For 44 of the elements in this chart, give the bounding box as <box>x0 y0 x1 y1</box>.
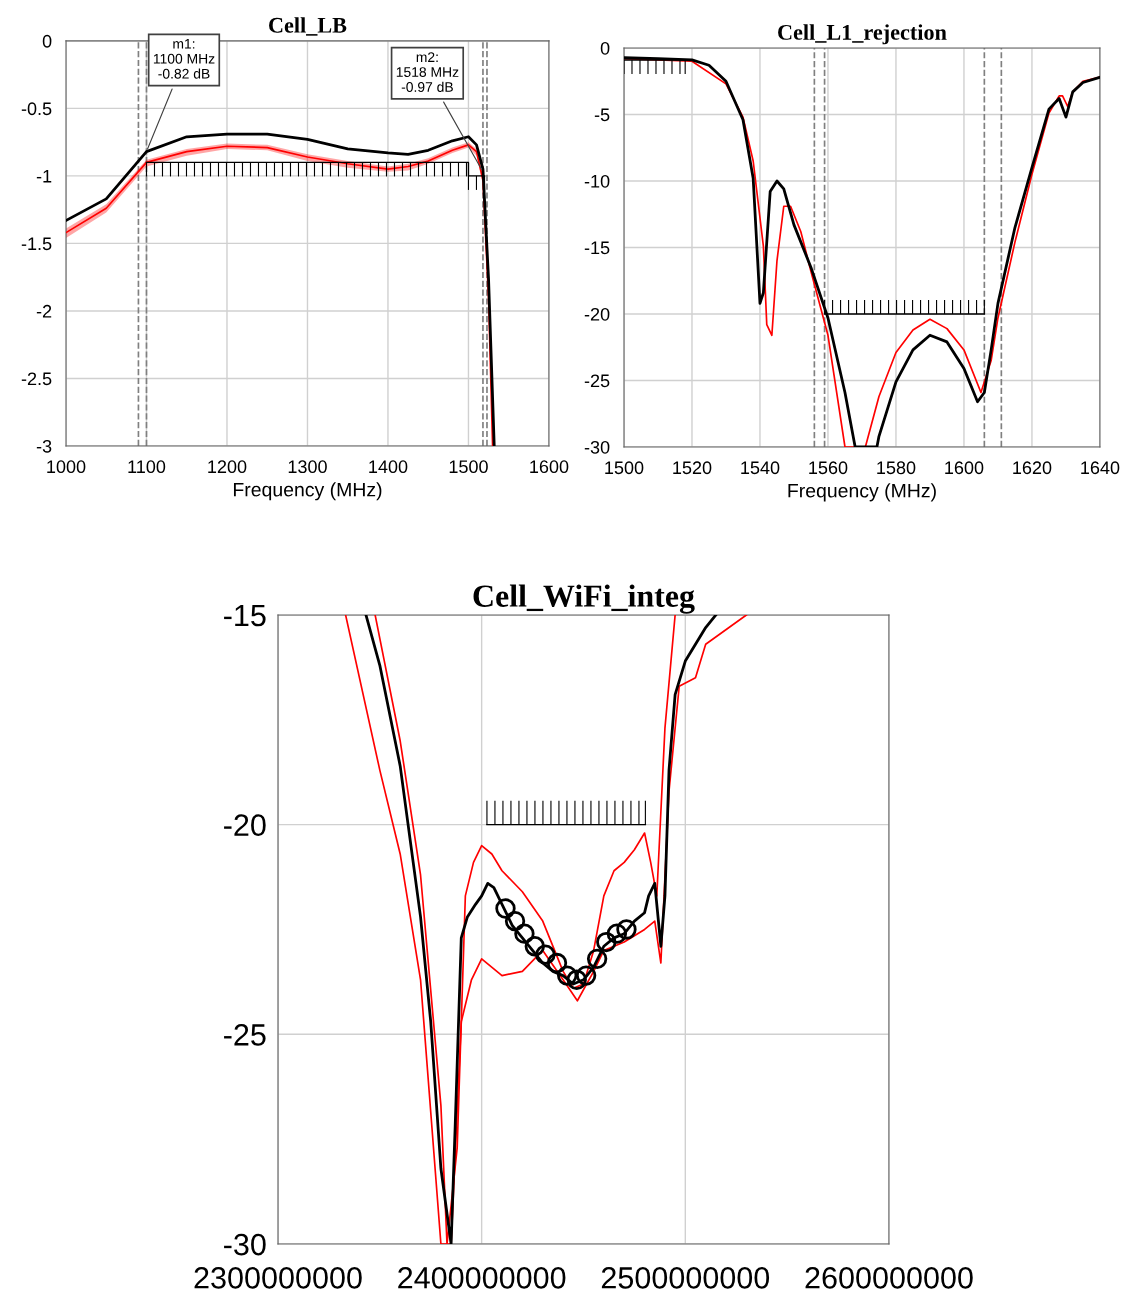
x-tick-label: 2300000000 <box>194 1267 362 1289</box>
y-tick-label: -2 <box>36 304 52 318</box>
y-tick-label: -30 <box>584 440 610 454</box>
chart-title: Cell_WiFi_integ <box>473 584 695 614</box>
y-tick-label: -15 <box>584 241 610 255</box>
x-tick-label: 1100 <box>128 460 166 474</box>
y-tick-label: -2.5 <box>21 372 52 386</box>
x-tick-label: 1500 <box>449 460 488 474</box>
y-tick-label: -3 <box>36 439 52 453</box>
x-tick-label: 2400000000 <box>398 1267 566 1289</box>
y-tick-label: 0 <box>600 41 610 55</box>
x-tick-label: 1400 <box>369 460 408 474</box>
y-tick-label: -15 <box>224 604 266 627</box>
y-tick-label: -30 <box>224 1233 266 1256</box>
x-tick-label: 1560 <box>809 461 848 475</box>
chart-title: Cell_L1_rejection <box>778 24 947 45</box>
x-tick-label: 1600 <box>530 460 569 474</box>
x-tick-label: 1520 <box>673 461 712 475</box>
y-tick-label: -1.5 <box>21 237 52 251</box>
x-tick-label: 2600000000 <box>805 1267 973 1289</box>
y-tick-label: -1 <box>36 170 52 183</box>
x-tick-label: 1540 <box>741 461 780 475</box>
chart-title: Cell_LB <box>269 17 347 36</box>
y-tick-label: -5 <box>594 108 610 122</box>
x-tick-label: 1600 <box>945 461 984 475</box>
x-tick-label: 1640 <box>1081 461 1120 475</box>
x-tick-label: 1500 <box>605 461 644 475</box>
x-tick-label: 2500000000 <box>601 1267 770 1289</box>
x-tick-label: 1200 <box>208 460 247 474</box>
annotation: m2: 1518 MHz -0.97 dB <box>396 52 459 92</box>
y-tick-label: -20 <box>584 307 610 321</box>
x-tick-label: 1580 <box>877 461 916 475</box>
y-tick-label: -20 <box>224 814 266 836</box>
x-tick-label: 1300 <box>288 460 327 474</box>
annotation: m1: 1100 MHz -0.82 dB <box>153 39 215 79</box>
y-tick-label: -25 <box>584 374 610 388</box>
y-tick-label: 0 <box>42 34 52 48</box>
x-axis-title: Frequency (MHz) <box>788 483 936 502</box>
y-tick-label: -10 <box>584 174 610 188</box>
y-tick-label: -0.5 <box>21 102 52 116</box>
x-axis-title: Frequency (MHz) <box>233 482 382 501</box>
y-tick-label: -25 <box>224 1024 266 1046</box>
x-tick-label: 1000 <box>47 460 86 474</box>
x-tick-label: 1620 <box>1013 461 1052 475</box>
